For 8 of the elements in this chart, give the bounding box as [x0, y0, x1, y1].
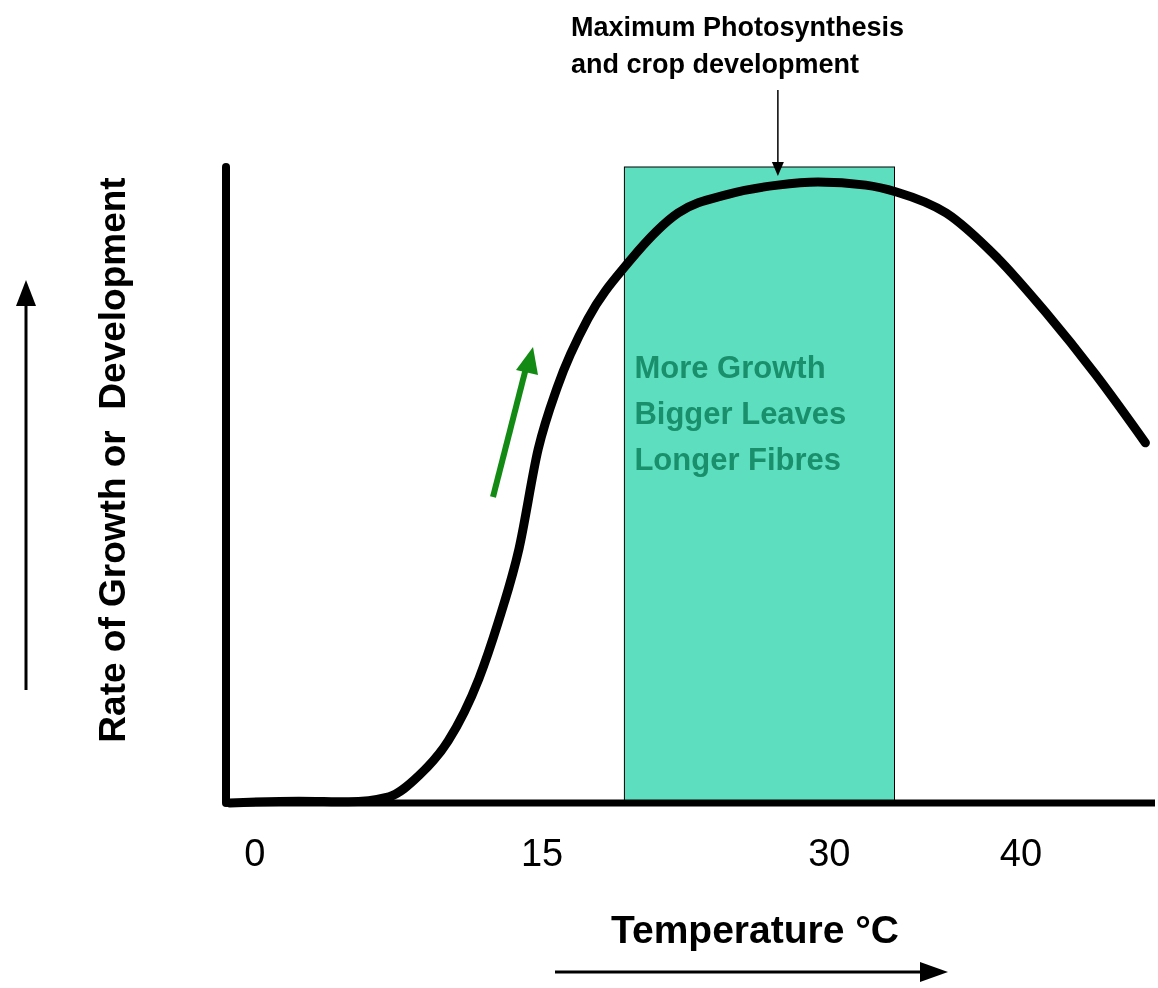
x-tick-label: 0 [244, 832, 266, 874]
y-axis-title: Rate of Growth or Development [92, 177, 133, 743]
x-axis-title: Temperature °C [611, 908, 899, 951]
x-tick-label: 15 [520, 832, 564, 874]
text: Maximum Photosynthesis and crop development [571, 12, 905, 79]
x-tick-label: 40 [999, 832, 1043, 874]
x-tick-label: 30 [808, 832, 851, 874]
band-label: More Growth Bigger Leaves Longer Fibres [634, 350, 847, 477]
